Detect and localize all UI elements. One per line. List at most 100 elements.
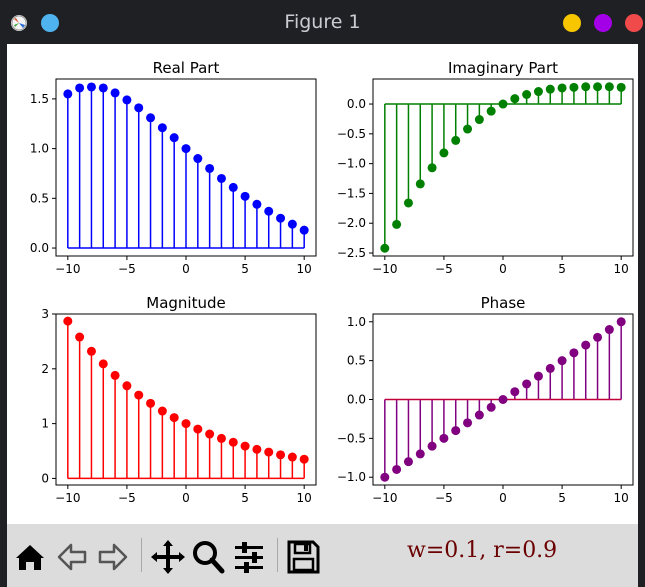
y-tick-label: −1.0: [337, 157, 366, 171]
stem-marker: [486, 106, 496, 116]
x-tick-label: 5: [241, 262, 249, 276]
stem-marker: [252, 199, 262, 209]
close-button[interactable]: [625, 14, 643, 32]
stem-marker: [276, 213, 286, 223]
y-tick-label: 1: [41, 417, 49, 431]
stem-marker: [110, 88, 120, 98]
x-tick-label: −5: [118, 262, 136, 276]
stem-marker: [134, 103, 144, 113]
stem-marker: [415, 449, 425, 459]
x-tick-label: 0: [182, 262, 190, 276]
subplot-title: Phase: [481, 294, 526, 312]
stem-marker: [427, 441, 437, 451]
y-tick-label: −2.5: [337, 246, 366, 260]
stem-marker: [545, 363, 555, 373]
navigation-toolbar: w=0.1, r=0.9: [7, 524, 638, 587]
stem-marker: [403, 457, 413, 467]
stem-marker: [134, 390, 144, 400]
stem-marker: [380, 243, 390, 253]
toolbar-separator: [277, 538, 278, 572]
stem-marker: [581, 340, 591, 350]
stem-marker: [498, 99, 508, 109]
app-menu-button[interactable]: [41, 14, 59, 32]
stem-marker: [392, 464, 402, 474]
x-tick-label: 10: [614, 262, 629, 276]
stem-marker: [557, 83, 567, 93]
stem-marker: [240, 191, 250, 201]
x-tick-label: 0: [499, 491, 507, 505]
stem-marker: [522, 379, 532, 389]
stem-marker: [403, 198, 413, 208]
stem-marker: [392, 219, 402, 229]
save-button[interactable]: [284, 534, 322, 578]
stem-marker: [581, 82, 591, 92]
maximize-button[interactable]: [594, 14, 612, 32]
figure-canvas[interactable]: Real Part −10 −5 0 5 10 0.0 0.5 1.0 1.5 Imaginary …: [7, 44, 638, 524]
matplotlib-logo-icon: [11, 15, 27, 31]
minimize-button[interactable]: [563, 14, 581, 32]
stem-marker: [252, 444, 262, 454]
stem-marker: [533, 87, 543, 97]
pan-button[interactable]: [149, 534, 187, 578]
x-tick-label: −10: [55, 491, 80, 505]
stem-marker: [193, 154, 203, 164]
x-tick-label: −5: [435, 262, 453, 276]
stem-marker: [593, 332, 603, 342]
stem-marker: [287, 219, 297, 229]
configure-subplots-button[interactable]: [230, 534, 268, 578]
stem-marker: [122, 95, 132, 105]
stem-marker: [486, 402, 496, 412]
forward-button[interactable]: [94, 534, 132, 578]
y-tick-label: 3: [41, 307, 49, 321]
stem-marker: [451, 426, 461, 436]
y-tick-label: 2: [41, 362, 49, 376]
subplot-3: Magnitude −10 −5 0 5 10 0 1 2 3: [41, 294, 317, 505]
pan-icon: [151, 540, 185, 574]
stem-marker: [474, 115, 484, 125]
y-tick-label: −0.5: [337, 431, 366, 445]
stem-marker: [205, 429, 215, 439]
subplot-title: Imaginary Part: [448, 59, 558, 77]
stem-marker: [157, 406, 167, 416]
stem-marker: [157, 123, 167, 133]
x-tick-label: −5: [435, 491, 453, 505]
stem-marker: [63, 316, 73, 326]
y-tick-label: 0.0: [347, 393, 366, 407]
stem-marker: [569, 348, 579, 358]
stem-marker: [228, 437, 238, 447]
y-tick-label: −2.0: [337, 216, 366, 230]
stem-marker: [110, 370, 120, 380]
stem-marker: [98, 83, 108, 93]
stem-marker: [545, 84, 555, 94]
y-tick-label: −1.5: [337, 186, 366, 200]
stem-marker: [439, 433, 449, 443]
stem-marker: [181, 144, 191, 154]
x-tick-label: 10: [614, 491, 629, 505]
x-tick-label: 10: [297, 491, 312, 505]
stem-marker: [439, 148, 449, 158]
zoom-button[interactable]: [189, 534, 227, 578]
stem-marker: [380, 472, 390, 482]
x-tick-label: −10: [372, 262, 397, 276]
stem-marker: [169, 133, 179, 143]
stem-marker: [193, 424, 203, 434]
subplot-4: Phase −10 −5 0 5 10 1.0 0.5 0.0 −0.5 −1.0: [337, 294, 634, 505]
x-tick-label: 10: [297, 262, 312, 276]
y-tick-label: 1.0: [347, 315, 366, 329]
stem-marker: [616, 82, 626, 92]
stem-marker: [557, 356, 567, 366]
back-button[interactable]: [53, 534, 91, 578]
stem-marker: [604, 82, 614, 92]
stem-marker: [122, 381, 132, 391]
home-button[interactable]: [11, 534, 49, 578]
subplot-title: Magnitude: [146, 294, 225, 312]
stem-marker: [228, 182, 238, 192]
window-border-right: [638, 44, 645, 587]
forward-icon: [98, 543, 128, 571]
y-tick-label: 0.0: [347, 97, 366, 111]
stem-marker: [216, 173, 226, 183]
stem-marker: [463, 124, 473, 134]
window-title: Figure 1: [284, 11, 361, 33]
y-tick-label: 0.0: [30, 241, 49, 255]
back-icon: [57, 543, 87, 571]
